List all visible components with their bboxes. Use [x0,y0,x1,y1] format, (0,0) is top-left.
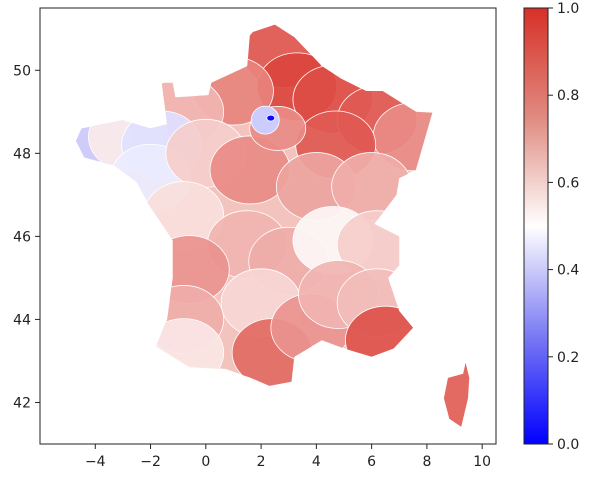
x-axis-ticks: −4 −2 0 2 4 6 8 10 [85,444,491,470]
x-tick-label: 10 [473,454,491,470]
y-tick-label: 42 [13,395,31,411]
colorbar: 0.0 0.2 0.4 0.6 0.8 1.0 [523,1,579,453]
x-tick-label: −4 [85,454,106,470]
x-tick-label: 8 [422,454,431,470]
region-paris [266,114,276,122]
colorbar-tick-label: 1.0 [557,1,579,17]
colorbar-tick-label: 0.0 [557,437,579,453]
y-tick-label: 44 [13,312,31,328]
colorbar-gradient [523,7,549,445]
colorbar-tick-label: 0.8 [557,88,579,104]
y-tick-label: 48 [13,146,31,162]
colorbar-ticks: 0.0 0.2 0.4 0.6 0.8 1.0 [548,1,579,453]
x-tick-label: 6 [367,454,376,470]
x-tick-label: −2 [140,454,161,470]
y-tick-label: 46 [13,229,31,245]
corsica-region [443,360,471,429]
x-tick-label: 4 [312,454,321,470]
x-tick-label: 0 [201,454,210,470]
y-tick-label: 50 [13,63,31,79]
colorbar-tick-label: 0.6 [557,175,579,191]
colorbar-tick-label: 0.2 [557,350,579,366]
x-tick-label: 2 [257,454,266,470]
colorbar-tick-label: 0.4 [557,263,579,279]
region-petite-couronne [250,105,280,135]
y-axis-ticks: 42 44 46 48 50 [13,63,40,411]
